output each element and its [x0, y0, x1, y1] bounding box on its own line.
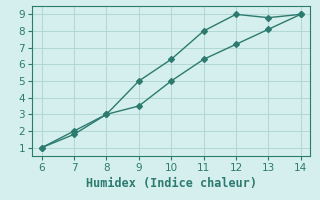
X-axis label: Humidex (Indice chaleur): Humidex (Indice chaleur) [86, 177, 257, 190]
